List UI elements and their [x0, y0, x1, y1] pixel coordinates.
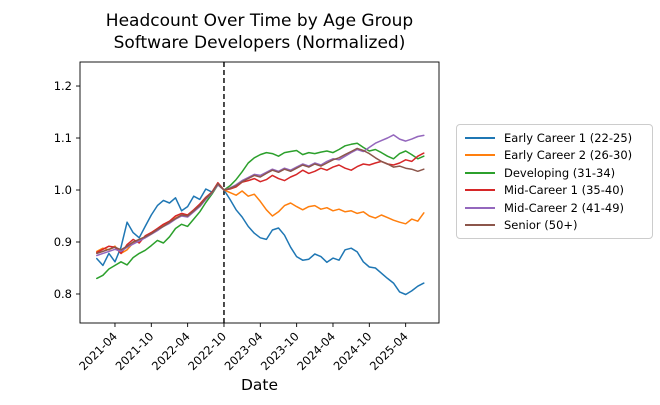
legend-line-swatch [465, 154, 495, 157]
legend-line-swatch [465, 171, 495, 174]
x-tick-label: 2024-10 [331, 329, 375, 373]
legend-item: Mid-Career 2 (41-49) [465, 201, 644, 215]
x-tick-label: 2025-04 [367, 329, 411, 373]
y-tick-label: 1.1 [54, 131, 72, 145]
x-tick-label: 2024-04 [294, 329, 338, 373]
series-line-early-career-1-22-25- [96, 183, 425, 296]
legend: Early Career 1 (22-25) Early Career 2 (2… [456, 124, 653, 239]
legend-label: Mid-Career 2 (41-49) [504, 200, 625, 215]
legend-item: Early Career 1 (22-25) [465, 131, 644, 145]
x-tick-label: 2023-10 [258, 329, 302, 373]
legend-label: Developing (31-34) [504, 165, 616, 180]
series-line-mid-career-1-35-40- [96, 152, 425, 255]
legend-item: Senior (50+) [465, 218, 644, 233]
chart-title: Headcount Over Time by Age Group [105, 11, 414, 31]
y-tick-label: 1.0 [54, 183, 72, 197]
legend-label: Mid-Career 1 (35-40) [504, 183, 625, 198]
x-tick-label: 2021-04 [76, 329, 120, 373]
axes-frame [79, 61, 440, 324]
chart-subtitle: Software Developers (Normalized) [113, 33, 406, 53]
chart-title-block: Headcount Over Time by Age Group Softwar… [80, 10, 439, 54]
legend-label: Early Career 1 (22-25) [504, 130, 633, 145]
legend-label: Early Career 2 (26-30) [504, 148, 633, 163]
y-tick-label: 0.8 [54, 287, 72, 301]
legend-item: Developing (31-34) [465, 166, 644, 180]
legend-line-swatch [465, 136, 495, 139]
x-tick-label: 2022-04 [149, 329, 193, 373]
legend-line-swatch [465, 224, 495, 227]
y-tick-label: 1.2 [54, 79, 72, 93]
y-tick-label: 0.9 [54, 235, 72, 249]
x-tick-label: 2022-10 [185, 329, 229, 373]
legend-line-swatch [465, 206, 495, 209]
legend-item: Mid-Career 1 (35-40) [465, 183, 644, 198]
legend-item: Early Career 2 (26-30) [465, 148, 644, 163]
legend-label: Senior (50+) [504, 218, 578, 233]
legend-line-swatch [465, 189, 495, 192]
x-tick-label: 2023-04 [222, 329, 266, 373]
series-line-senior-50- [96, 147, 425, 255]
x-tick-label: 2021-10 [113, 329, 157, 373]
series-line-developing-31-34- [96, 142, 425, 280]
x-axis-label: Date [240, 376, 279, 394]
